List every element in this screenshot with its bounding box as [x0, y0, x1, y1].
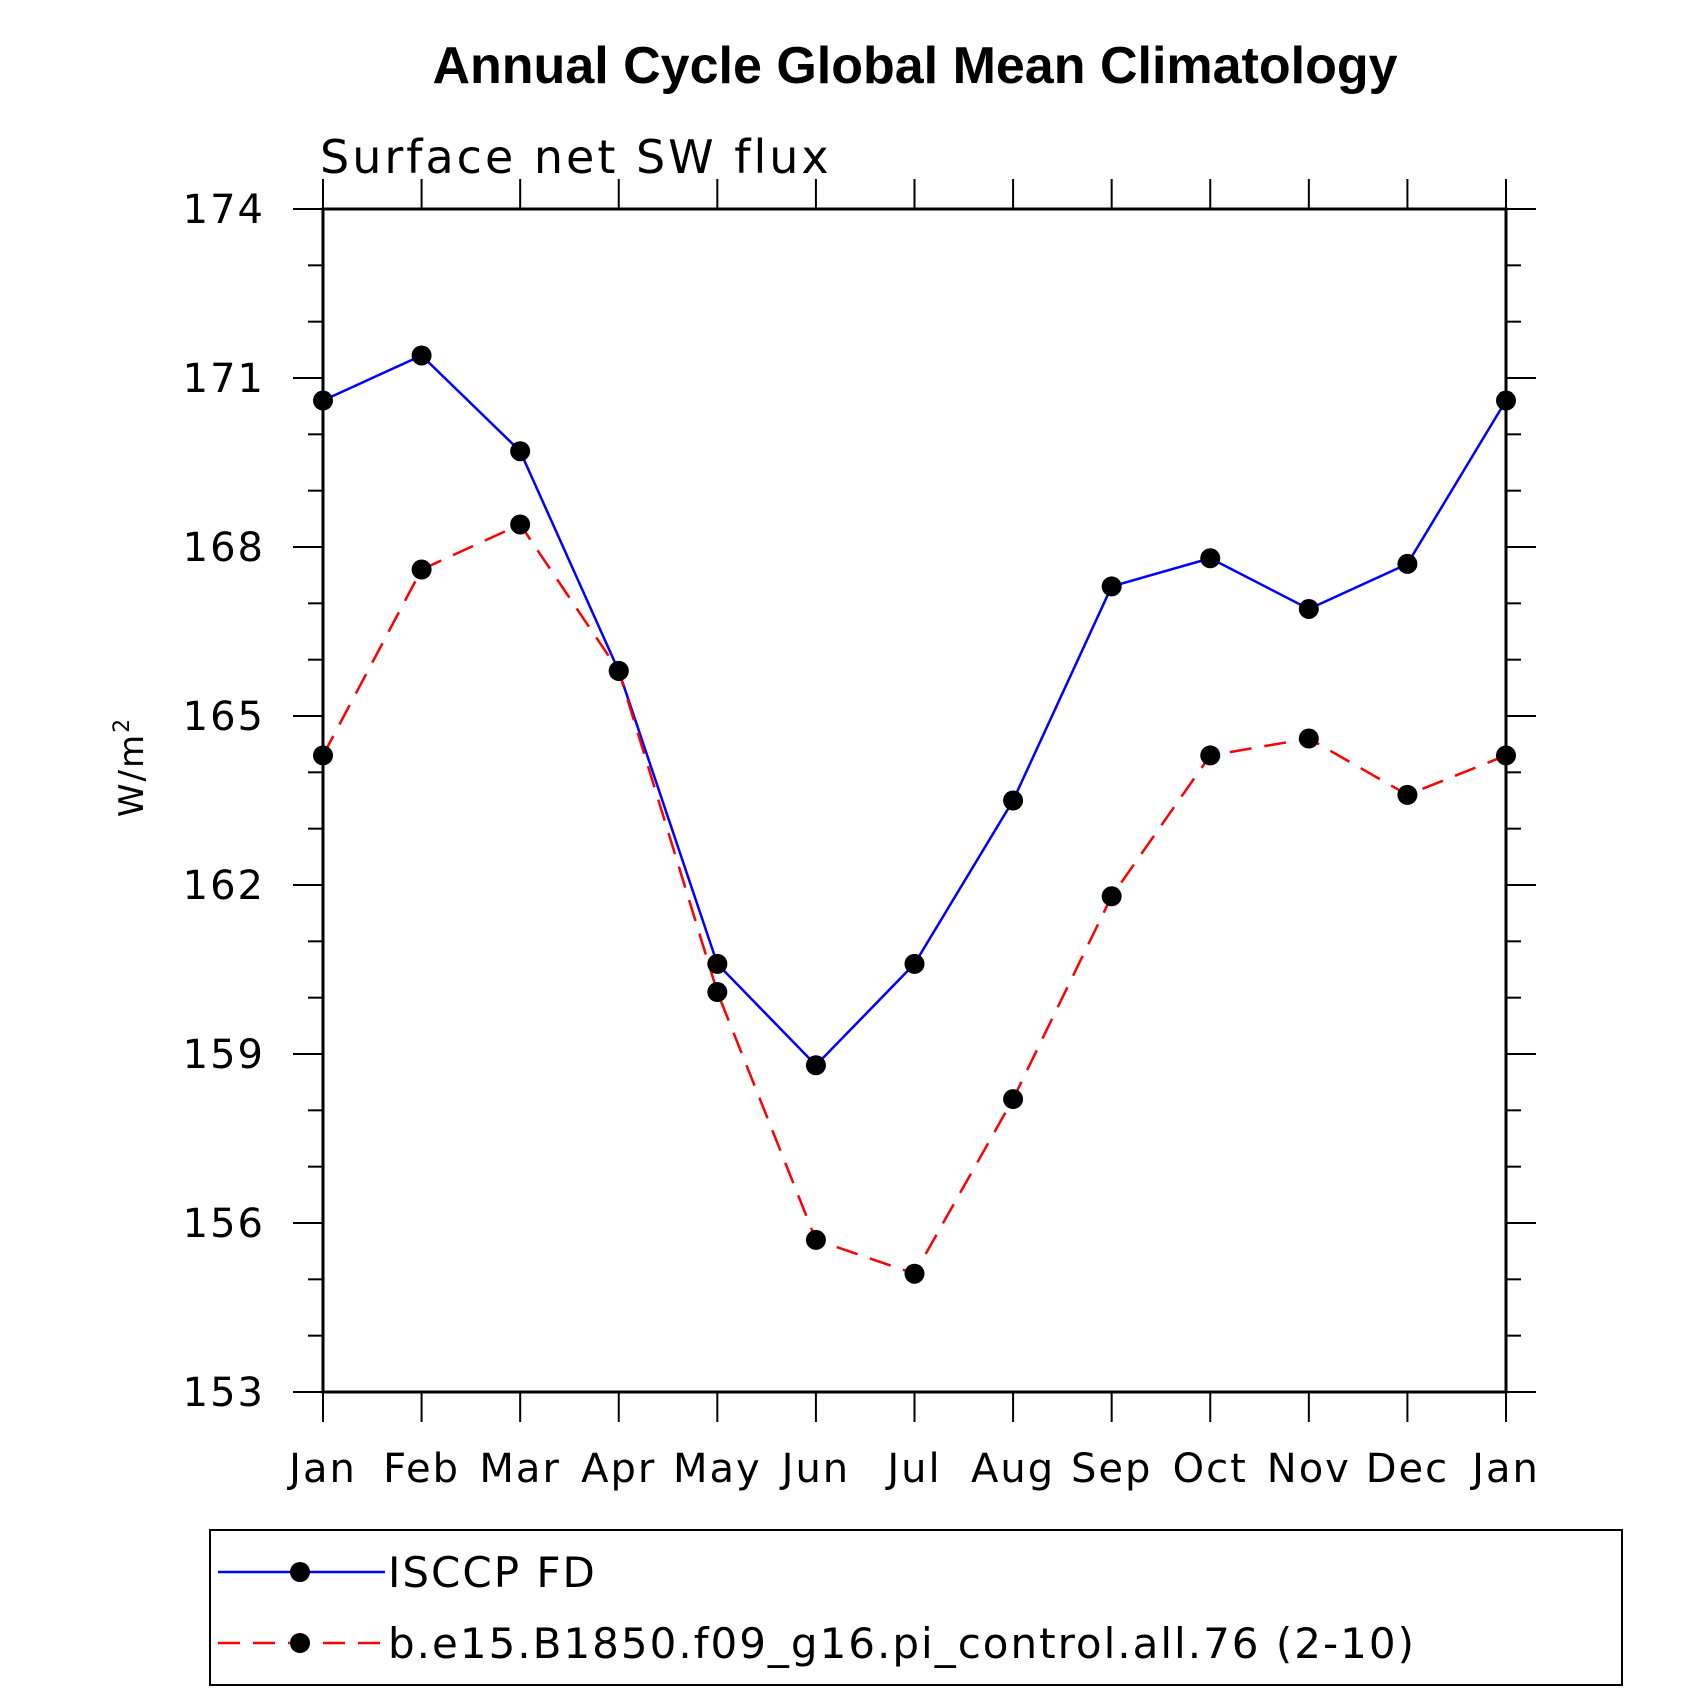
y-axis-label-superscript: 2 — [110, 717, 135, 733]
series-0-point — [1200, 548, 1221, 569]
chart-title: Annual Cycle Global Mean Climatology — [432, 37, 1397, 95]
series-1-point — [904, 1263, 925, 1284]
x-tick-label: Mar — [479, 1446, 560, 1492]
series-1-point — [411, 559, 432, 580]
legend-box — [209, 1529, 1623, 1686]
x-tick-label: Jul — [884, 1446, 941, 1492]
legend-label-1: b.e15.B1850.f09_g16.pi_control.all.76 (2… — [388, 1619, 1416, 1668]
y-axis-label: W/m2 — [110, 717, 152, 817]
axis-ticks — [293, 179, 1536, 1422]
series-0-point — [1298, 598, 1319, 619]
x-tick-label: Oct — [1173, 1446, 1248, 1492]
legend-marker-0 — [290, 1562, 310, 1582]
series-line-1 — [321, 522, 1507, 1276]
legend-marker-1 — [290, 1633, 310, 1653]
x-tick-label: Apr — [581, 1446, 656, 1492]
series-1-point — [1496, 745, 1516, 766]
plot-frame — [321, 207, 1508, 1394]
svg-text:W/m2: W/m2 — [110, 717, 152, 817]
series-1-point — [510, 514, 531, 535]
tick-labels: 153 156 159 162 165 168 171 174 Jan Feb Mar Apr May J… — [183, 187, 1540, 1492]
y-tick-label: 168 — [183, 525, 265, 571]
series-0-point — [510, 441, 531, 462]
series-1-point — [313, 745, 333, 766]
series-0-point — [805, 1055, 826, 1076]
y-tick-label: 171 — [183, 356, 265, 402]
series-0-point — [313, 390, 333, 411]
x-tick-label: Jan — [1469, 1446, 1540, 1492]
series-0-point — [1003, 790, 1024, 811]
series-1-point — [1101, 886, 1122, 907]
x-tick-label: Sep — [1071, 1446, 1152, 1492]
y-tick-label: 153 — [183, 1370, 265, 1416]
series-0-point — [1101, 576, 1122, 597]
x-tick-label: Nov — [1267, 1446, 1351, 1492]
series-1-point — [1003, 1089, 1024, 1110]
series-1-point — [805, 1229, 826, 1250]
chart-subtitle: Surface net SW flux — [320, 130, 832, 184]
y-tick-label: 174 — [183, 187, 265, 233]
x-tick-label: Jun — [779, 1446, 851, 1492]
series-1-point — [1298, 728, 1319, 749]
series-0-point — [707, 953, 728, 974]
series-0-point — [1397, 553, 1418, 574]
x-tick-label: May — [673, 1446, 762, 1492]
series-1-point — [608, 660, 629, 681]
y-tick-label: 159 — [183, 1032, 265, 1078]
x-tick-label: Aug — [971, 1446, 1055, 1492]
y-tick-label: 156 — [183, 1201, 265, 1247]
series-1-point — [707, 982, 728, 1003]
series-0-point — [1496, 390, 1516, 411]
series-1-point — [1397, 784, 1418, 805]
x-tick-label: Jan — [286, 1446, 357, 1492]
y-tick-label: 165 — [183, 694, 265, 740]
series-layer — [313, 345, 1516, 1284]
series-0-point — [904, 953, 925, 974]
legend-label-0: ISCCP FD — [388, 1548, 597, 1597]
series-1-point — [1200, 745, 1221, 766]
y-tick-label: 162 — [183, 863, 265, 909]
legend: ISCCP FD b.e15.B1850.f09_g16.pi_control.a… — [209, 1529, 1623, 1686]
x-tick-label: Dec — [1366, 1446, 1449, 1492]
series-0-point — [411, 345, 432, 366]
x-tick-label: Feb — [383, 1446, 460, 1492]
y-axis-label-text: W/m — [112, 733, 152, 817]
